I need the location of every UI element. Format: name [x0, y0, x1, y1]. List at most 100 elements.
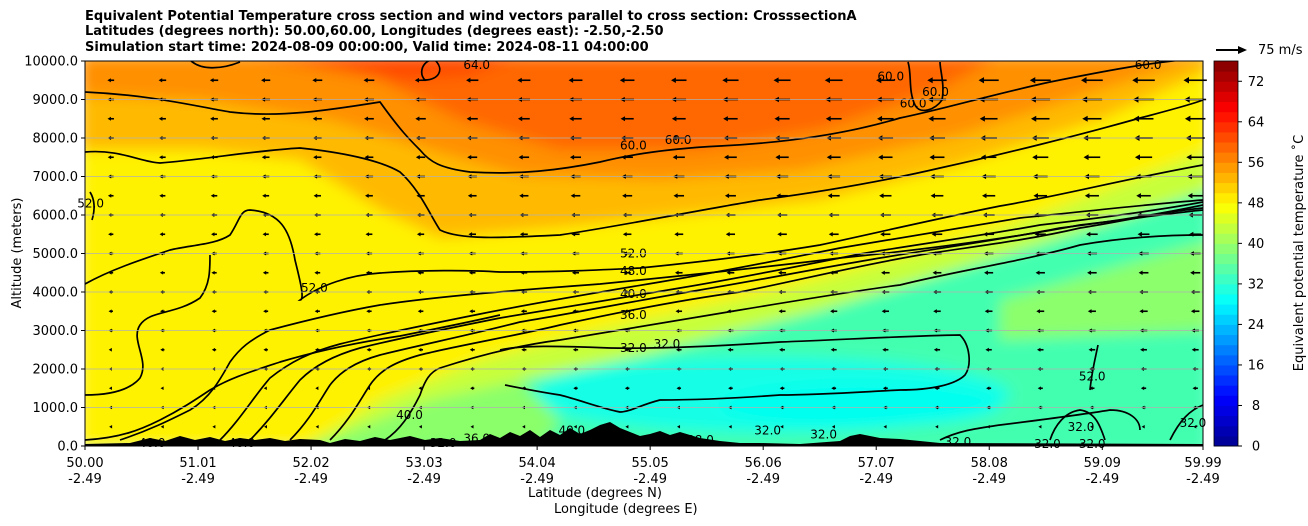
- wind-arrow: [210, 155, 218, 160]
- wind-arrow: [1184, 115, 1206, 122]
- colorbar-segment: [1214, 294, 1238, 305]
- colorbar-segment: [1214, 354, 1238, 366]
- wind-arrow: [364, 155, 374, 160]
- x-tick-label: 50.00: [66, 456, 103, 471]
- wind-arrow: [517, 116, 530, 122]
- wind-arrow: [261, 116, 270, 121]
- wind-arrow: [883, 424, 887, 429]
- wind-arrow: [314, 232, 321, 237]
- wind-arrow: [517, 77, 531, 83]
- wind-arrow: [780, 424, 784, 429]
- wind-arrow: [935, 424, 939, 429]
- wind-arrow: [881, 270, 890, 275]
- colorbar-segment: [1214, 152, 1238, 163]
- wind-arrow: [418, 347, 423, 352]
- wind-arrow: [521, 347, 527, 352]
- wind-arrow: [364, 116, 374, 122]
- wind-arrow: [984, 270, 994, 275]
- y-tick-label: 4000.0: [33, 286, 79, 301]
- wind-arrow: [1140, 347, 1147, 352]
- wind-arrow: [1082, 115, 1102, 122]
- contour-label: 32.0: [754, 424, 781, 438]
- colorbar-segment: [1214, 101, 1238, 113]
- wind-arrow: [1087, 270, 1097, 276]
- wind-arrow: [982, 193, 996, 199]
- colorbar-segment: [1214, 71, 1238, 82]
- wind-arrow: [415, 116, 426, 122]
- wind-arrow: [1133, 115, 1154, 122]
- wind-arrow: [159, 232, 166, 237]
- contour-label: 32.0: [945, 435, 972, 449]
- wind-arrow: [107, 78, 115, 83]
- wind-arrow: [569, 154, 582, 160]
- wind-arrow: [1036, 347, 1044, 352]
- wind-arrow: [469, 309, 476, 314]
- colorbar-segment: [1214, 212, 1238, 224]
- wind-arrow: [1136, 193, 1151, 199]
- wind-arrow: [986, 386, 992, 391]
- wind-arrow: [313, 193, 321, 198]
- wind-arrow: [569, 116, 582, 122]
- wind-arrow: [211, 347, 217, 352]
- colorbar-segment: [1214, 334, 1238, 346]
- colorbar-segment: [1214, 61, 1238, 72]
- wind-arrow: [728, 424, 732, 429]
- colorbar-segment: [1214, 162, 1238, 173]
- colorbar-tick-label: 0: [1252, 440, 1260, 455]
- wind-arrow: [671, 77, 687, 83]
- wind-arrow: [776, 193, 788, 199]
- wind-arrow: [467, 193, 477, 198]
- wind-arrow: [469, 347, 475, 352]
- colorbar-segment: [1214, 273, 1238, 285]
- wind-arrow: [366, 386, 371, 391]
- wind-arrow: [882, 347, 889, 352]
- wind-arrow: [826, 154, 841, 160]
- wind-arrow: [676, 347, 682, 352]
- wind-arrow: [159, 270, 165, 275]
- wind-arrow: [315, 347, 320, 352]
- wind-arrow: [160, 309, 165, 314]
- wind-arrow: [1030, 115, 1050, 122]
- wind-arrow: [262, 232, 269, 237]
- wind-arrow: [622, 232, 632, 237]
- wind-arrow: [879, 193, 892, 199]
- wind-arrow: [876, 77, 895, 84]
- wind-arrow: [624, 347, 630, 352]
- contour-label: 36.0: [463, 431, 490, 445]
- wind-arrow: [620, 116, 634, 122]
- x-tick-label: 54.04: [519, 456, 556, 471]
- wind-arrow: [314, 309, 320, 314]
- wind-arrow: [726, 270, 735, 275]
- wind-arrow: [570, 193, 581, 199]
- x-tick-label: 51.01: [179, 456, 216, 471]
- wind-arrow: [1137, 231, 1150, 237]
- wind-arrow: [418, 386, 422, 391]
- wind-arrow: [520, 270, 528, 275]
- wind-arrow: [108, 309, 113, 314]
- wind-arrow: [825, 115, 842, 122]
- colorbar-segment: [1214, 344, 1238, 356]
- wind-arrow: [724, 154, 737, 160]
- x-tick-label-lon: -2.49: [972, 472, 1006, 487]
- wind-arrow: [773, 77, 791, 84]
- colorbar-segment: [1214, 375, 1238, 386]
- quiver-key-label: 75 m/s: [1258, 43, 1303, 58]
- contour-label: 60.0: [922, 85, 949, 99]
- wind-arrow: [725, 232, 736, 237]
- x-axis-label-2: Longitude (degrees E): [554, 502, 698, 517]
- x-tick-label-lon: -2.49: [68, 472, 102, 487]
- wind-arrow: [1086, 231, 1098, 237]
- wind-arrow: [261, 78, 271, 83]
- wind-arrow: [621, 154, 633, 160]
- x-tick-label: 58.08: [971, 456, 1008, 471]
- wind-arrow: [518, 154, 530, 160]
- wind-arrow: [671, 116, 686, 122]
- contour-label: 40.0: [396, 408, 423, 422]
- wind-arrow: [416, 232, 425, 237]
- wind-arrow: [723, 116, 738, 122]
- x-tick-label-lon: -2.49: [520, 472, 554, 487]
- wind-arrow: [775, 154, 789, 160]
- wind-arrow: [625, 424, 629, 429]
- colorbar-segment: [1214, 364, 1238, 376]
- wind-arrow: [211, 270, 217, 275]
